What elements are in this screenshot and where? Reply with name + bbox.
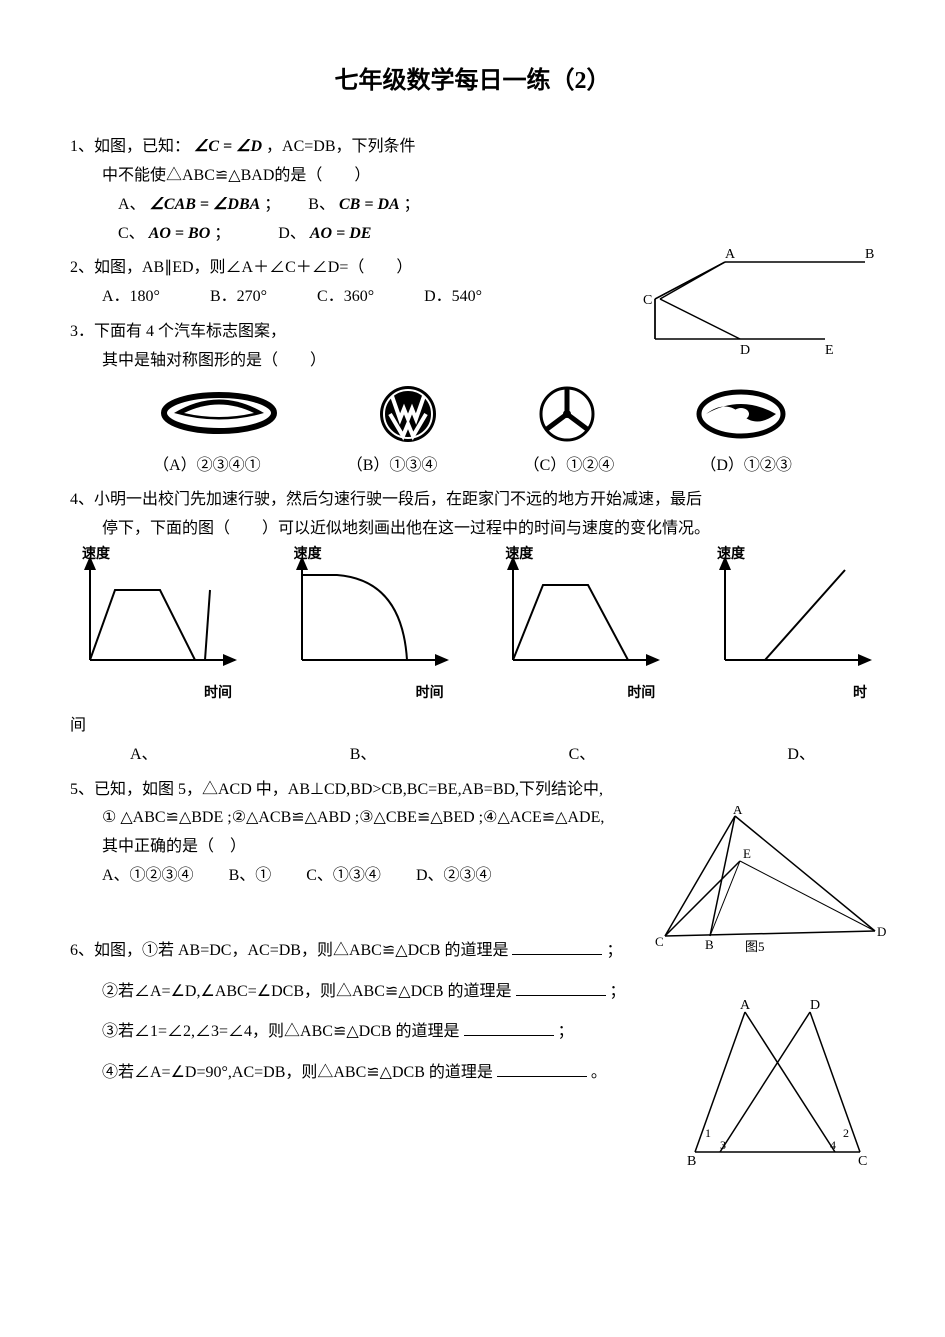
q1-optB-label: B、 [308,196,335,213]
q1-semi2: ； [404,196,420,213]
chart1-xlabel: 时间 [70,681,240,706]
chart-1 [70,550,240,670]
q1-semi: ； [264,196,280,213]
svg-text:B: B [865,247,874,262]
q6-line3b: ； [558,1023,574,1040]
q6-line4a: ④若∠A=∠D=90°,AC=DB，则△ABC≌△DCB 的道理是 [102,1064,493,1081]
svg-text:C: C [643,293,652,308]
q4-optA: A、 [130,741,158,770]
q4-optC: C、 [569,741,596,770]
q3-optD: （D）①②③ [700,452,792,481]
q1-text-b: ，AC=DB，下列条件 [266,138,415,155]
chart1-ylabel: 速度 [82,542,110,567]
q2-optB: B．270° [210,283,267,312]
chart2-ylabel: 速度 [294,542,322,567]
q6-blank3 [464,1019,554,1036]
q6-line2b: ； [610,983,626,1000]
q6-blank4 [497,1060,587,1077]
chart4-xlabel: 时 [705,681,875,706]
q5-figure: A C B D E 图5 [645,806,895,956]
q4-line1: 4、小明一出校门先加速行驶，然后匀速行驶一段后，在距家门不远的地方开始减速，最后 [70,491,702,508]
logo-4-icon [696,389,786,439]
svg-text:C: C [858,1154,867,1167]
svg-text:4: 4 [830,1138,836,1152]
q5-line2: ① △ABC≌△BDE ;②△ACB≌△ABD ;③△CBE≌△BED ;④△A… [70,809,604,826]
svg-text:A: A [725,247,736,262]
q3-line2: 其中是轴对称图形的是（ ） [70,352,326,369]
svg-text:D: D [877,924,886,939]
q6-line4b: 。 [591,1064,607,1081]
q5-optB: B、① [229,862,272,891]
q6-blank2 [516,979,606,996]
q5-line1: 5、已知，如图 5，△ACD 中，AB⊥CD,BD>CB,BC=BE,AB=BD… [70,781,603,798]
q4-optD: D、 [787,741,815,770]
q3-optA: （A）②③④① [153,452,261,481]
svg-text:2: 2 [843,1126,849,1140]
q5-optC: C、①③④ [306,862,381,891]
question-3: 3．下面有 4 个汽车标志图案， 其中是轴对称图形的是（ ） （A）②③④① （… [70,318,875,480]
q1-optA-label: A、 [118,196,146,213]
q2-text: 2、如图，AB∥ED，则∠A＋∠C＋∠D=（ ） [70,259,412,276]
chart-4 [705,550,875,670]
q4-line2: 停下，下面的图（ ）可以近似地刻画出他在这一过程中的时间与速度的变化情况。 [70,520,710,537]
chart2-xlabel: 时间 [282,681,452,706]
q1-text: 1、如图，已知： [70,138,190,155]
q6-line1: 6、如图，①若 AB=DC，AC=DB，则△ABC≌△DCB 的道理是 [70,942,508,959]
svg-text:A: A [733,806,743,817]
q5-optD: D、②③④ [416,862,492,891]
q5-line3: 其中正确的是（ ） [70,838,246,855]
q1-semi3: ； [214,225,230,242]
logo-3-mercedes-icon [537,384,597,444]
question-4: 4、小明一出校门先加速行驶，然后匀速行驶一段后，在距家门不远的地方开始减速，最后… [70,486,875,769]
question-1: 1、如图，已知： ∠C = ∠D ，AC=DB，下列条件 中不能使△ABC≌△B… [70,133,875,248]
q6-blank1 [512,938,602,955]
chart3-ylabel: 速度 [505,542,533,567]
q1-optC: AO = BO [149,225,211,242]
chart-3 [493,550,663,670]
q1-line2: 中不能使△ABC≌△BAD的是（ ） [70,167,370,184]
q3-line1: 3．下面有 4 个汽车标志图案， [70,323,286,340]
svg-text:B: B [687,1154,696,1167]
q4-optB: B、 [350,741,377,770]
svg-text:3: 3 [720,1138,726,1152]
chart3-xlabel: 时间 [493,681,663,706]
question-6: A D B C 1 3 2 4 6、如图，①若 AB=DC，AC=DB，则△AB… [70,937,875,1088]
q6-figure: A D B C 1 3 2 4 [675,997,885,1167]
q3-optB: （B）①③④ [347,452,438,481]
q1-optD-label: D、 [278,225,306,242]
q1-optD: AO = DE [310,225,372,242]
q1-optC-label: C、 [118,225,145,242]
q2-optC: C．360° [317,283,374,312]
q2-optA: A．180° [102,283,160,312]
q1-optB: CB = DA [339,196,400,213]
q6-line3a: ③若∠1=∠2,∠3=∠4，则△ABC≌△DCB 的道理是 [102,1023,460,1040]
q4-last-line: 间 [70,712,875,741]
q6-line2a: ②若∠A=∠D,∠ABC=∠DCB，则△ABC≌△DCB 的道理是 [102,983,512,1000]
page-title: 七年级数学每日一练（2） [70,60,875,103]
logo-1-icon [159,391,279,436]
question-5: A C B D E 图5 5、已知，如图 5，△ACD 中，AB⊥CD,BD>C… [70,776,875,891]
q1-optA: ∠CAB = ∠DBA [150,196,261,213]
question-2: A B C D E 2、如图，AB∥ED，则∠A＋∠C＋∠D=（ ） A．180… [70,254,875,312]
svg-text:E: E [743,846,751,861]
q5-optA: A、①②③④ [102,862,194,891]
svg-text:A: A [740,998,751,1013]
q1-eq1: ∠C = ∠D [194,138,262,155]
svg-text:1: 1 [705,1126,711,1140]
chart-2 [282,550,452,670]
logo-2-vw-icon [378,384,438,444]
svg-text:D: D [810,998,820,1013]
chart4-ylabel: 速度 [717,542,745,567]
q2-optD: D．540° [424,283,482,312]
q3-optC: （C）①②④ [524,452,615,481]
q6-line1b: ； [606,942,622,959]
